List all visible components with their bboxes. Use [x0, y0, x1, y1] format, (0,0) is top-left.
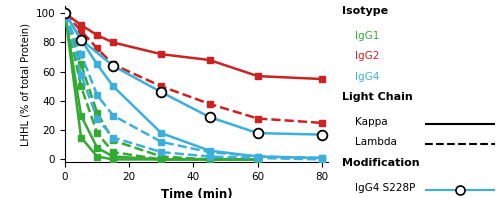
- Y-axis label: LHHL (% of total Protein): LHHL (% of total Protein): [20, 23, 30, 146]
- Text: IgG4 S228P: IgG4 S228P: [354, 183, 415, 193]
- Text: Light Chain: Light Chain: [342, 92, 413, 102]
- Text: IgG4: IgG4: [354, 72, 379, 82]
- Text: Kappa: Kappa: [354, 117, 387, 127]
- X-axis label: Time (min): Time (min): [161, 188, 232, 198]
- Text: Modification: Modification: [342, 158, 419, 168]
- Text: IgG1: IgG1: [354, 31, 379, 41]
- Text: Isotype: Isotype: [342, 6, 388, 16]
- Text: Lambda: Lambda: [354, 137, 397, 147]
- Text: IgG2: IgG2: [354, 51, 379, 61]
